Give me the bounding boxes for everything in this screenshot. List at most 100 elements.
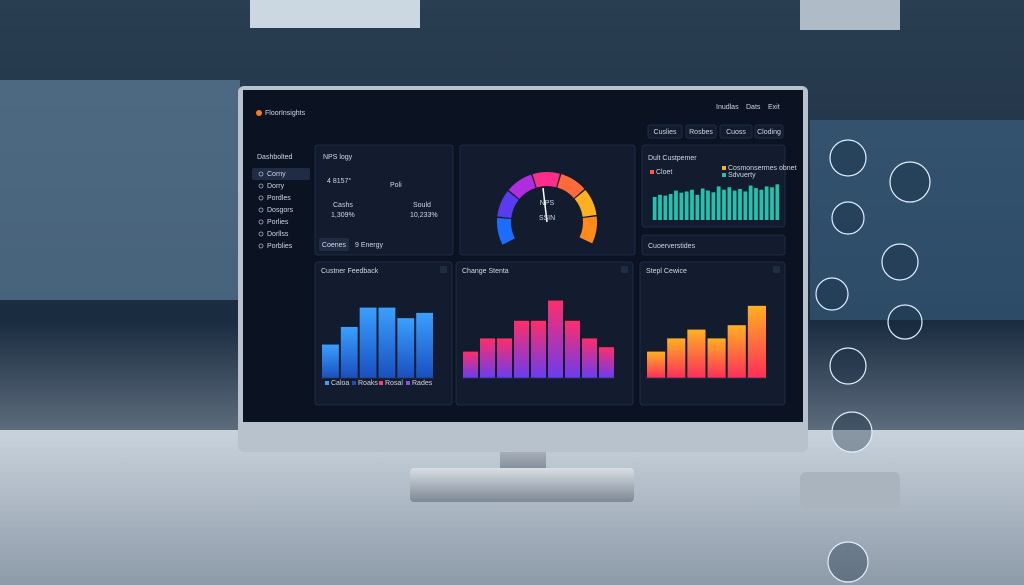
trend-bar — [754, 188, 758, 220]
menu-item[interactable]: Corny — [267, 171, 286, 178]
trend-bar — [711, 192, 716, 220]
brand-logo — [256, 110, 262, 116]
menu-icon — [258, 171, 264, 177]
trend-bar — [695, 194, 700, 220]
card-tab[interactable] — [319, 238, 349, 251]
bar — [378, 307, 396, 378]
stat-label: Sould — [413, 202, 431, 209]
menu-item[interactable]: Dorllss — [267, 231, 289, 238]
trend-bar — [775, 184, 780, 220]
ceiling-light — [800, 0, 900, 30]
nav-link[interactable]: Exit — [768, 104, 780, 111]
menu-item[interactable]: Pordles — [267, 195, 291, 202]
trend-bar — [663, 195, 668, 220]
menu-item[interactable]: Dosgors — [267, 207, 294, 214]
phone — [800, 472, 900, 508]
trend-bar — [684, 191, 689, 220]
bar — [340, 326, 358, 378]
bar — [565, 320, 580, 378]
legend-swatch — [722, 173, 726, 177]
bar — [582, 338, 597, 378]
trend-bar — [770, 187, 774, 220]
gauge-segment — [497, 191, 519, 218]
tab[interactable] — [647, 124, 683, 139]
tab[interactable] — [754, 124, 784, 139]
tab-label[interactable]: Cloding — [757, 129, 781, 136]
menu-icon — [258, 243, 264, 249]
gauge-segment — [579, 216, 597, 244]
gauge-segment — [574, 189, 597, 217]
gauge — [497, 172, 597, 245]
chart-menu[interactable] — [773, 266, 780, 273]
chart-menu[interactable] — [440, 266, 447, 273]
nps-card — [314, 144, 454, 256]
side-icons — [815, 139, 931, 583]
stat-value: 1,309% — [331, 212, 355, 219]
bar — [599, 347, 614, 378]
legend-swatch — [650, 170, 654, 174]
trend-bar — [679, 192, 684, 220]
card-tab-label[interactable]: Coenes — [322, 242, 347, 249]
tab[interactable] — [719, 124, 753, 139]
bar — [548, 300, 563, 378]
trend-bar — [706, 190, 710, 220]
stat-label: Cashs — [333, 202, 353, 209]
trend-footer-card — [641, 234, 786, 256]
trend-footer: Cuoerverstides — [648, 243, 696, 250]
bar — [531, 320, 546, 378]
trend-bar — [722, 189, 726, 220]
stat-value: 10,233% — [410, 212, 438, 219]
chart-title: Change Stenta — [462, 268, 509, 275]
tab[interactable] — [685, 124, 717, 139]
tab-label[interactable]: Cuoss — [726, 129, 746, 136]
legend-label: Rosal — [385, 380, 403, 387]
bar — [514, 320, 529, 378]
gauge-needle — [542, 187, 548, 223]
trend-bar — [732, 190, 737, 220]
gauge-segment — [557, 174, 585, 199]
trend-bar — [668, 193, 673, 220]
monitor-base — [410, 468, 634, 502]
bar — [727, 325, 746, 378]
trend-bar — [716, 186, 721, 220]
menu-icon — [258, 195, 264, 201]
trend-bar — [674, 190, 678, 220]
gauge-segment — [497, 217, 515, 245]
bar — [747, 305, 766, 378]
gauge-label: NPS — [540, 200, 555, 207]
gauge-sublabel: SSIN — [539, 215, 555, 222]
trend-bar — [764, 186, 769, 220]
bar — [647, 351, 666, 378]
gauge-segment — [508, 174, 536, 199]
legend-label: Cloet — [656, 169, 672, 176]
chart-menu[interactable] — [621, 266, 628, 273]
legend-label: Rades — [412, 380, 433, 387]
trend-bar — [690, 189, 694, 220]
gauge-segment — [532, 172, 560, 188]
menu-item[interactable]: Dorry — [267, 183, 285, 190]
chart-title: Custner Feedback — [321, 268, 379, 275]
sidebar-title: Dashbolted — [257, 154, 293, 161]
menu-item[interactable]: Porlies — [267, 219, 289, 226]
menu-active — [252, 168, 310, 180]
bar — [359, 307, 377, 378]
legend-swatch — [722, 166, 726, 170]
nav-link[interactable]: Dats — [746, 104, 761, 111]
legend-label: Sdvuerty — [728, 172, 756, 179]
trend-bar — [748, 185, 753, 220]
tab-label[interactable]: Rosbes — [689, 129, 713, 136]
menu-item[interactable]: Porblies — [267, 243, 293, 250]
nav-link[interactable]: Inudlas — [716, 104, 739, 111]
legend-label: Cosmonsermes obnet — [728, 165, 797, 172]
menu-icon — [258, 219, 264, 225]
card-tab-label[interactable]: 9 Energy — [355, 242, 384, 249]
tab-label[interactable]: Cuslies — [654, 129, 677, 136]
bar — [497, 338, 512, 378]
trend-bar — [727, 187, 732, 220]
nps-value: 4 8157° — [327, 177, 351, 185]
bar — [687, 329, 706, 378]
legend-swatch — [406, 381, 410, 385]
ceiling-light — [250, 0, 420, 28]
